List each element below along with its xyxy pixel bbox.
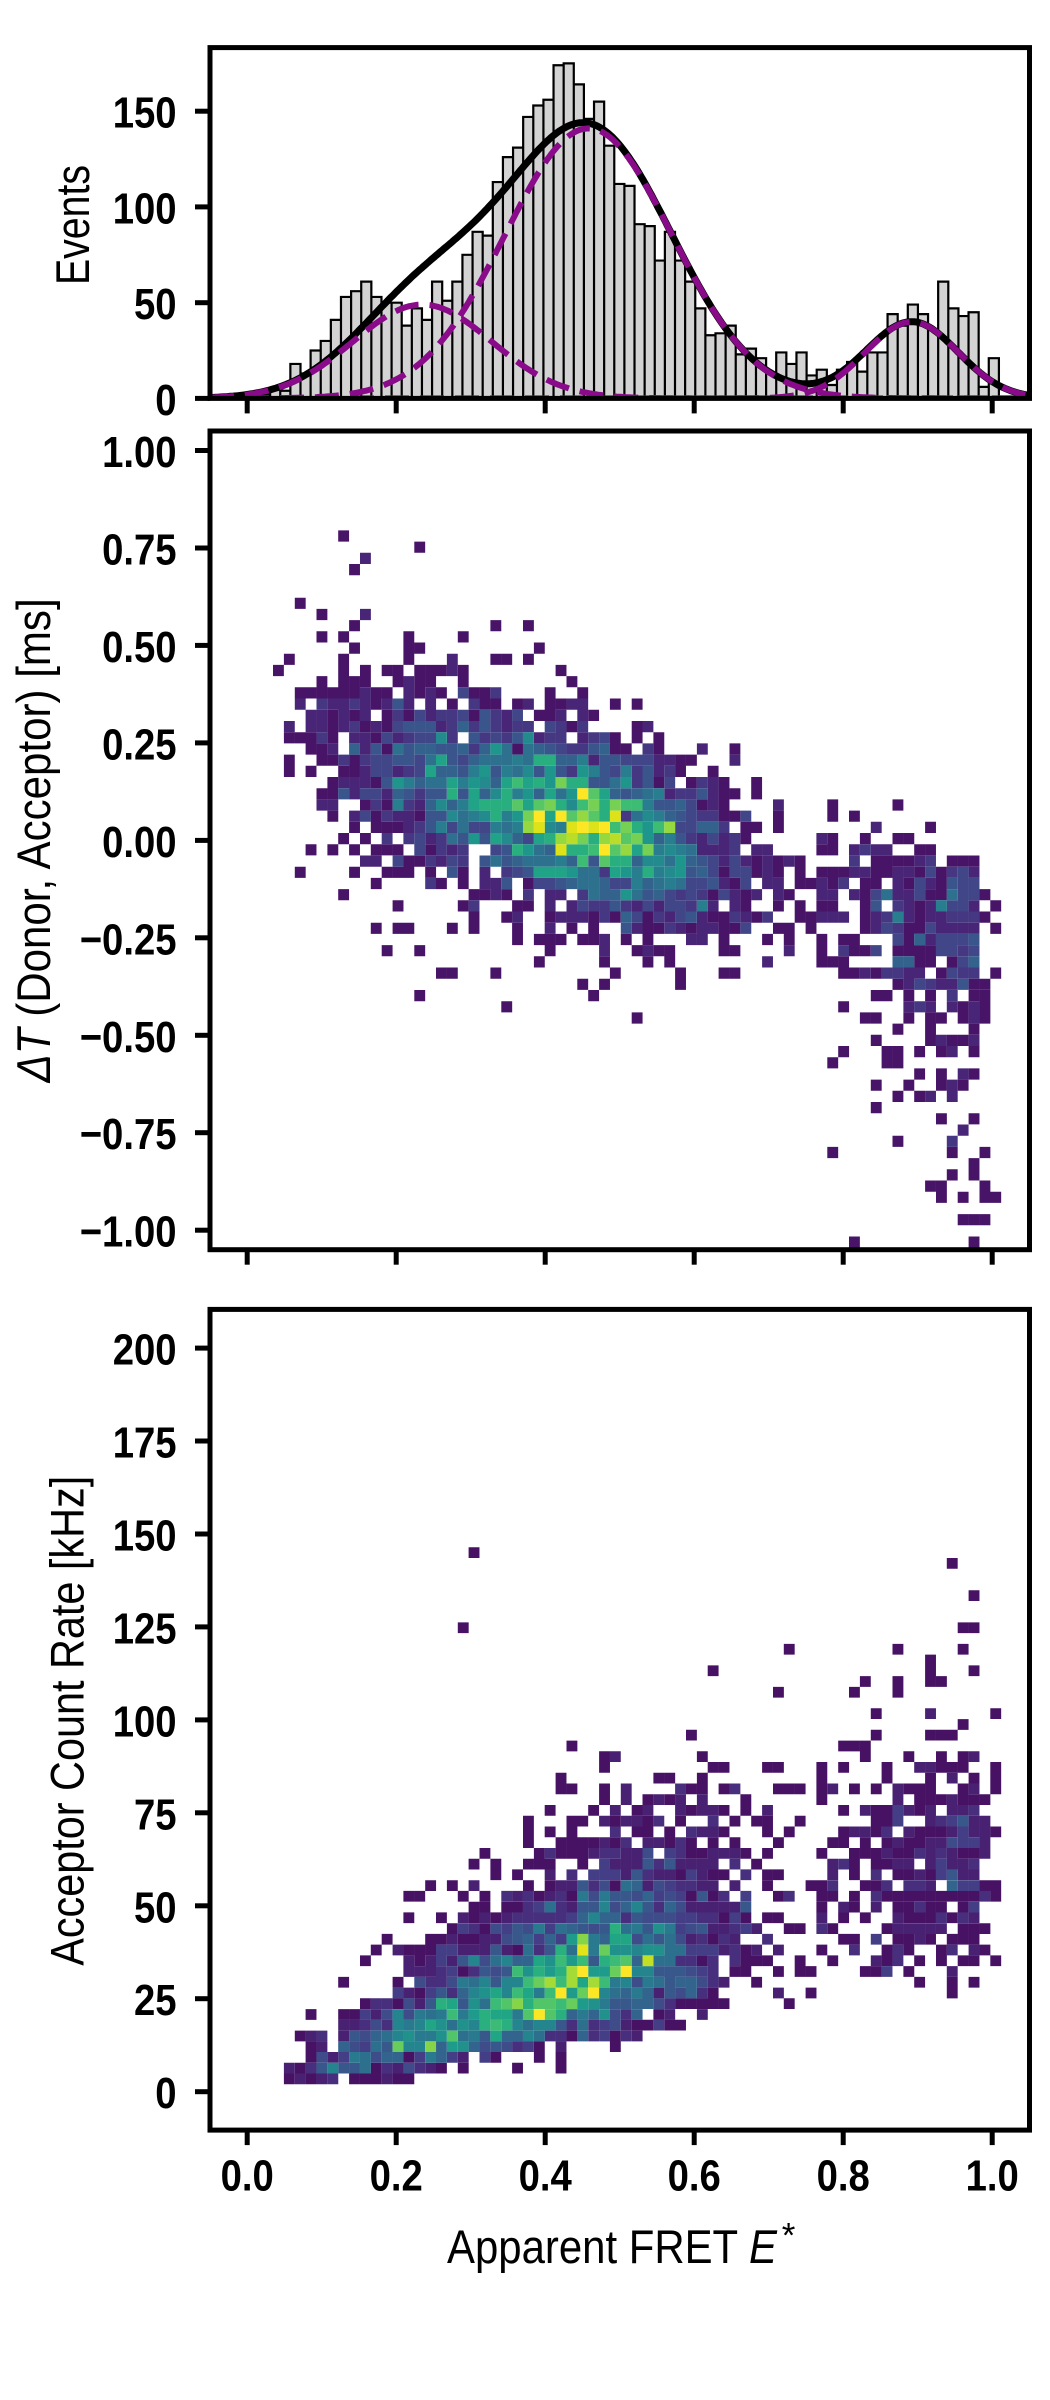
svg-text:0.75: 0.75 xyxy=(102,526,177,575)
svg-text:0.50: 0.50 xyxy=(102,623,177,672)
svg-text:150: 150 xyxy=(113,1512,177,1561)
svg-text:0: 0 xyxy=(155,376,176,425)
svg-text:ΔT (Donor, Acceptor) [ms]: ΔT (Donor, Acceptor) [ms] xyxy=(7,598,60,1083)
svg-text:Apparent FRET E: Apparent FRET E xyxy=(447,2220,778,2273)
svg-text:125: 125 xyxy=(113,1604,177,1653)
svg-text:150: 150 xyxy=(113,89,177,138)
svg-text:175: 175 xyxy=(113,1419,177,1468)
svg-text:0: 0 xyxy=(155,2069,176,2118)
svg-text:−0.50: −0.50 xyxy=(80,1013,177,1062)
svg-text:Acceptor Count Rate [kHz]: Acceptor Count Rate [kHz] xyxy=(40,1476,93,1966)
svg-text:100: 100 xyxy=(113,1697,177,1746)
svg-text:1.0: 1.0 xyxy=(966,2152,1019,2201)
svg-text:−1.00: −1.00 xyxy=(80,1208,177,1257)
svg-text:100: 100 xyxy=(113,184,177,233)
svg-text:25: 25 xyxy=(134,1976,177,2025)
svg-text:75: 75 xyxy=(134,1790,177,1839)
svg-text:1.00: 1.00 xyxy=(102,428,177,477)
svg-text:50: 50 xyxy=(134,280,177,329)
svg-text:*: * xyxy=(782,2216,796,2255)
svg-text:0.25: 0.25 xyxy=(102,720,177,769)
svg-text:0.8: 0.8 xyxy=(817,2152,870,2201)
svg-text:0.0: 0.0 xyxy=(221,2152,274,2201)
svg-text:Events: Events xyxy=(46,165,99,285)
svg-text:0.4: 0.4 xyxy=(519,2152,573,2201)
svg-text:0.6: 0.6 xyxy=(668,2152,721,2201)
svg-text:0.2: 0.2 xyxy=(370,2152,423,2201)
svg-text:200: 200 xyxy=(113,1326,177,1375)
svg-text:50: 50 xyxy=(134,1883,177,1932)
svg-text:−0.25: −0.25 xyxy=(80,915,177,964)
svg-text:−0.75: −0.75 xyxy=(80,1110,177,1159)
svg-text:0.00: 0.00 xyxy=(102,818,177,867)
